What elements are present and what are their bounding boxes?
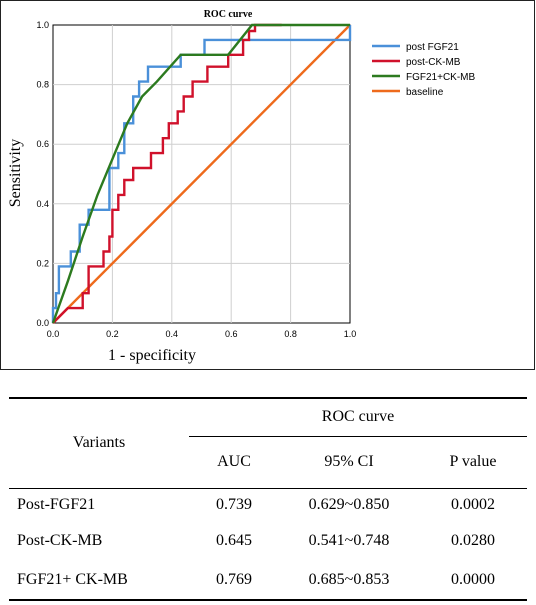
x-tick-label: 0.8 bbox=[284, 329, 297, 339]
legend-label: post-CK-MB bbox=[406, 57, 461, 68]
y-tick-label: 1.0 bbox=[36, 20, 49, 30]
p-value-header: P value bbox=[419, 435, 527, 488]
table-row: Post-FGF21 0.739 0.629~0.850 0.0002 bbox=[9, 487, 527, 522]
roc-results-table: Variants ROC curve AUC 95% CI P value Po… bbox=[9, 397, 527, 601]
legend-label: FGF21+CK-MB bbox=[406, 72, 476, 83]
x-tick-label: 1.0 bbox=[344, 329, 357, 339]
x-tick-label: 0.4 bbox=[166, 329, 179, 339]
y-tick-label: 0.4 bbox=[36, 199, 49, 209]
auc-header: AUC bbox=[189, 435, 279, 488]
y-tick-label: 0.8 bbox=[36, 80, 49, 90]
variant-cell: Post-CK-MB bbox=[17, 532, 103, 549]
p-value-cell: 0.0280 bbox=[451, 532, 495, 549]
roc-chart: ROC curve 0.0 0.2 0.4 0.6 0.8 1.0 0.0 0.2 0.4 0.6… bbox=[0, 0, 535, 370]
x-axis-label: 1 - specificity bbox=[108, 347, 196, 364]
chart-title: ROC curve bbox=[204, 9, 253, 20]
x-tick-label: 0.2 bbox=[106, 329, 119, 339]
y-tick-label: 0.2 bbox=[36, 258, 49, 268]
table-row: Post-CK-MB 0.645 0.541~0.748 0.0280 bbox=[9, 522, 527, 560]
ci-cell: 0.685~0.853 bbox=[279, 560, 419, 601]
variants-header: Variants bbox=[9, 397, 189, 488]
variant-cell: Post-FGF21 bbox=[9, 487, 189, 522]
ci-header: 95% CI bbox=[279, 435, 419, 488]
auc-cell: 0.769 bbox=[189, 560, 279, 601]
y-tick-label: 0.6 bbox=[36, 139, 49, 149]
series-line-fgf21-ck-mb bbox=[51, 23, 350, 324]
x-tick-label: 0.6 bbox=[225, 329, 238, 339]
legend-label: baseline bbox=[406, 87, 444, 98]
auc-cell: 0.645 bbox=[216, 532, 252, 549]
auc-cell: 0.739 bbox=[189, 487, 279, 522]
x-tick-label: 0.0 bbox=[47, 329, 60, 339]
roc-chart-panel: ROC curve 0.0 0.2 0.4 0.6 0.8 1.0 0.0 0.2 0.4 0.6… bbox=[0, 0, 535, 370]
variant-cell: FGF21+ CK-MB bbox=[9, 560, 189, 601]
y-axis-label: Sensitivity bbox=[7, 139, 24, 207]
series-line-baseline bbox=[52, 24, 351, 324]
y-tick-label: 0.0 bbox=[36, 318, 49, 328]
series-line-post-fgf21 bbox=[51, 25, 352, 323]
table-row: FGF21+ CK-MB 0.769 0.685~0.853 0.0000 bbox=[9, 560, 527, 601]
roc-group-header: ROC curve bbox=[189, 397, 527, 436]
p-value-cell: 0.0000 bbox=[419, 560, 527, 601]
legend-label: post FGF21 bbox=[406, 42, 459, 53]
p-value-cell: 0.0002 bbox=[419, 487, 527, 522]
series-line-post-ck-mb bbox=[52, 23, 282, 324]
ci-cell: 0.629~0.850 bbox=[279, 487, 419, 522]
ci-cell: 0.541~0.748 bbox=[308, 532, 390, 549]
